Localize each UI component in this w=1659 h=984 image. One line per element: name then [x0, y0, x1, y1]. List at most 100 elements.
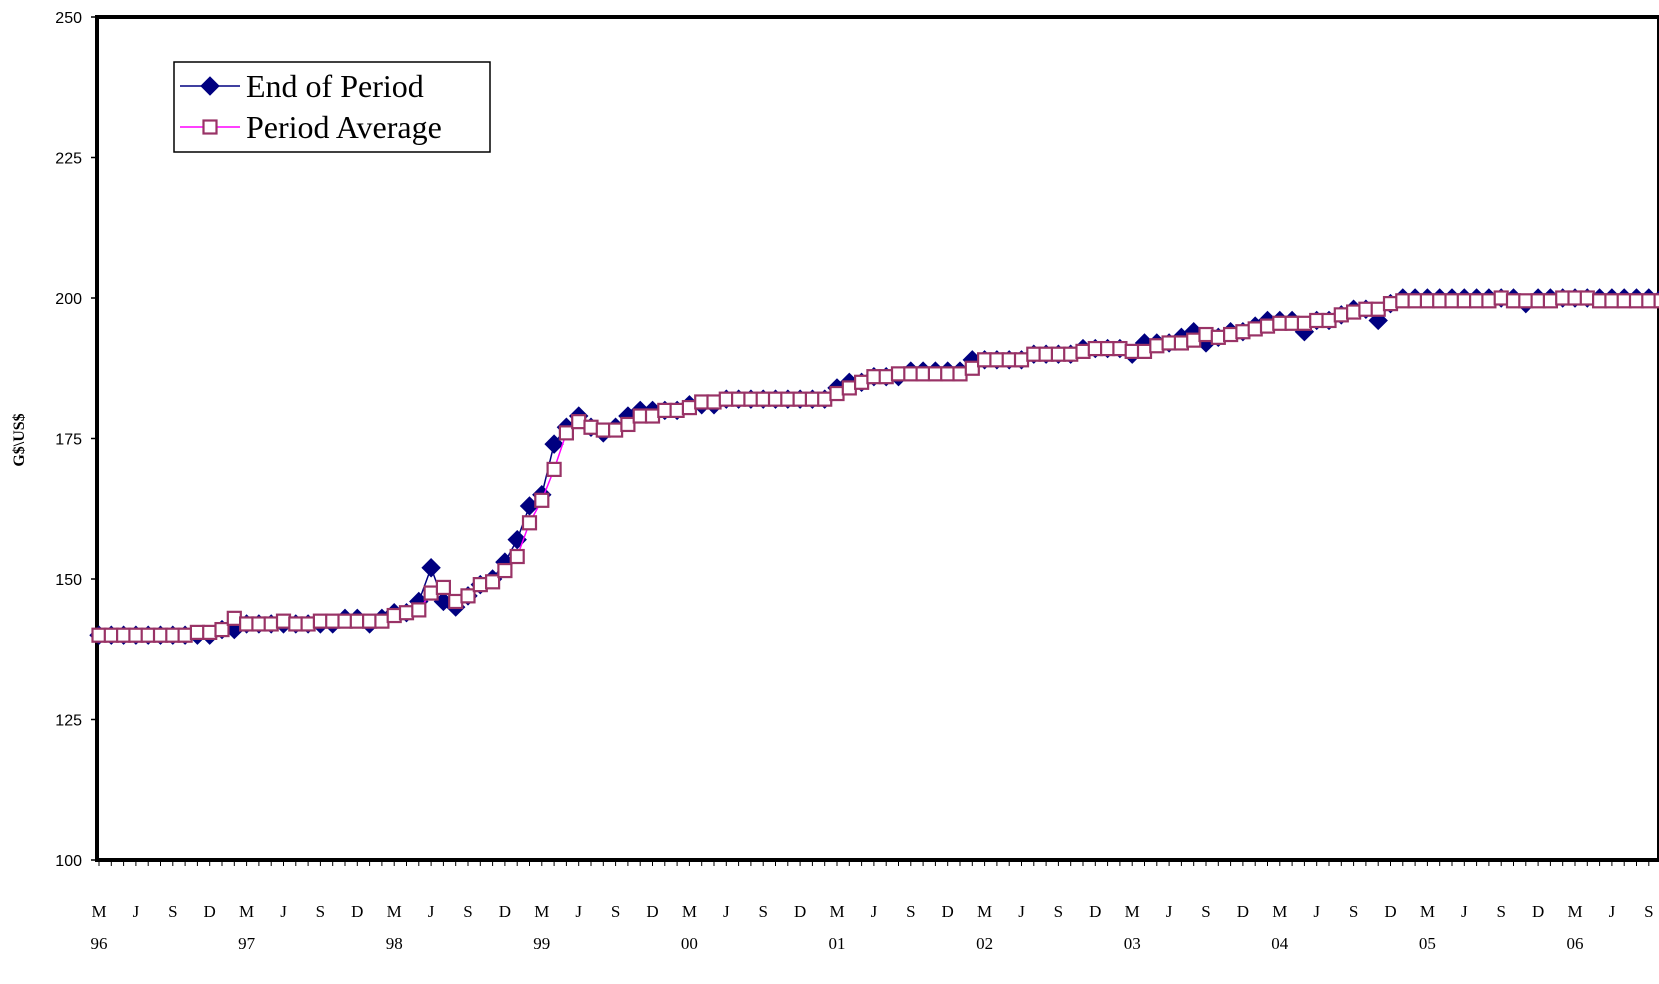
data-point-square: [1026, 346, 1042, 362]
data-point-square: [226, 610, 242, 626]
data-point-square: [91, 627, 107, 643]
data-point-square: [1247, 321, 1263, 337]
data-point-square: [239, 616, 255, 632]
x-month-label: S: [1349, 902, 1358, 921]
data-point-square: [202, 624, 218, 640]
data-point-square: [1222, 326, 1239, 343]
data-point-square: [1370, 301, 1386, 317]
data-point-square: [1345, 304, 1362, 320]
x-month-label: D: [1384, 902, 1396, 921]
x-month-label: M: [682, 902, 697, 921]
legend-entry: End of Period: [180, 68, 424, 104]
x-year-label: 03: [1124, 934, 1141, 953]
data-point-square: [1542, 293, 1559, 309]
x-month-label: D: [499, 902, 511, 921]
data-point-square: [1112, 340, 1128, 357]
x-month-label: J: [871, 902, 878, 921]
data-point-square: [976, 352, 993, 368]
data-point-square: [607, 422, 624, 438]
x-month-label: D: [1237, 902, 1249, 921]
data-point-square: [964, 360, 980, 376]
data-point-square: [337, 613, 353, 629]
x-month-label: J: [280, 902, 287, 921]
data-point-square: [1259, 318, 1276, 334]
x-year-label: 97: [238, 934, 256, 953]
x-month-label: M: [1272, 902, 1287, 921]
x-month-label: D: [1532, 902, 1544, 921]
data-point-square: [866, 369, 882, 385]
x-month-label: J: [723, 902, 730, 921]
data-point-square: [927, 366, 944, 382]
y-axis-label: G$\US$: [11, 413, 28, 466]
data-point-square: [1013, 352, 1030, 368]
data-point-square: [1493, 290, 1509, 306]
data-point-square: [1124, 343, 1140, 359]
x-year-label: 98: [386, 934, 403, 953]
data-point-square: [1284, 315, 1300, 331]
data-point-square: [1099, 340, 1116, 357]
data-point-square: [1395, 293, 1411, 309]
data-point-square: [300, 616, 316, 632]
data-point-square: [890, 366, 907, 382]
legend-entry: Period Average: [180, 109, 442, 145]
data-point-square: [1653, 293, 1659, 309]
x-month-label: S: [758, 902, 767, 921]
data-point-square: [1456, 293, 1472, 309]
series-period-average: [91, 290, 1659, 643]
data-point-square: [632, 408, 648, 424]
data-point-square: [140, 627, 156, 643]
x-month-label: S: [316, 902, 325, 921]
data-point-square: [657, 402, 673, 418]
y-tick-label: 150: [55, 572, 82, 589]
data-point-square: [1518, 293, 1534, 309]
x-year-label: 96: [91, 934, 108, 953]
data-point-square: [1591, 293, 1608, 309]
data-point-square: [1432, 293, 1448, 309]
x-year-label: 99: [533, 934, 550, 953]
x-month-label: J: [575, 902, 582, 921]
data-point-square: [681, 399, 698, 416]
data-point-square: [767, 391, 784, 407]
x-month-label: D: [1089, 902, 1101, 921]
data-point-square: [1419, 293, 1436, 309]
data-point-square: [1555, 290, 1571, 306]
data-point-square: [103, 627, 119, 643]
data-point-square: [706, 394, 722, 410]
data-point-square: [730, 391, 747, 407]
y-tick-label: 225: [55, 151, 82, 168]
data-point-square: [1309, 312, 1325, 329]
x-month-label: D: [794, 902, 806, 921]
data-point-square: [202, 119, 218, 135]
data-point-square: [423, 585, 439, 601]
data-point-square: [435, 579, 451, 596]
data-point-square: [669, 402, 685, 418]
data-point-square: [718, 391, 734, 407]
data-point-square: [448, 593, 464, 610]
data-point-square: [817, 391, 833, 407]
data-point-square: [595, 422, 611, 438]
data-point-square: [1481, 293, 1497, 309]
data-point-square: [1530, 293, 1546, 309]
data-point-diamond: [421, 558, 441, 578]
x-month-label: S: [1054, 902, 1063, 921]
data-point-square: [386, 607, 402, 624]
data-point-square: [1505, 293, 1522, 309]
data-point-square: [1333, 307, 1349, 323]
data-point-square: [1173, 335, 1190, 351]
data-point-square: [1382, 296, 1399, 312]
data-point-square: [1136, 343, 1153, 359]
data-point-square: [1616, 293, 1632, 309]
x-month-label: M: [829, 902, 844, 921]
x-month-label: J: [1461, 902, 1468, 921]
x-month-label: J: [1166, 902, 1173, 921]
x-month-label: S: [1496, 902, 1505, 921]
data-point-square: [411, 602, 427, 618]
data-point-square: [841, 380, 857, 396]
y-tick-label: 125: [55, 713, 82, 730]
plot-area: [95, 15, 1659, 862]
data-point-square: [1579, 290, 1595, 306]
legend-label: End of Period: [246, 68, 424, 104]
x-year-label: 01: [829, 934, 846, 953]
x-month-label: S: [611, 902, 620, 921]
